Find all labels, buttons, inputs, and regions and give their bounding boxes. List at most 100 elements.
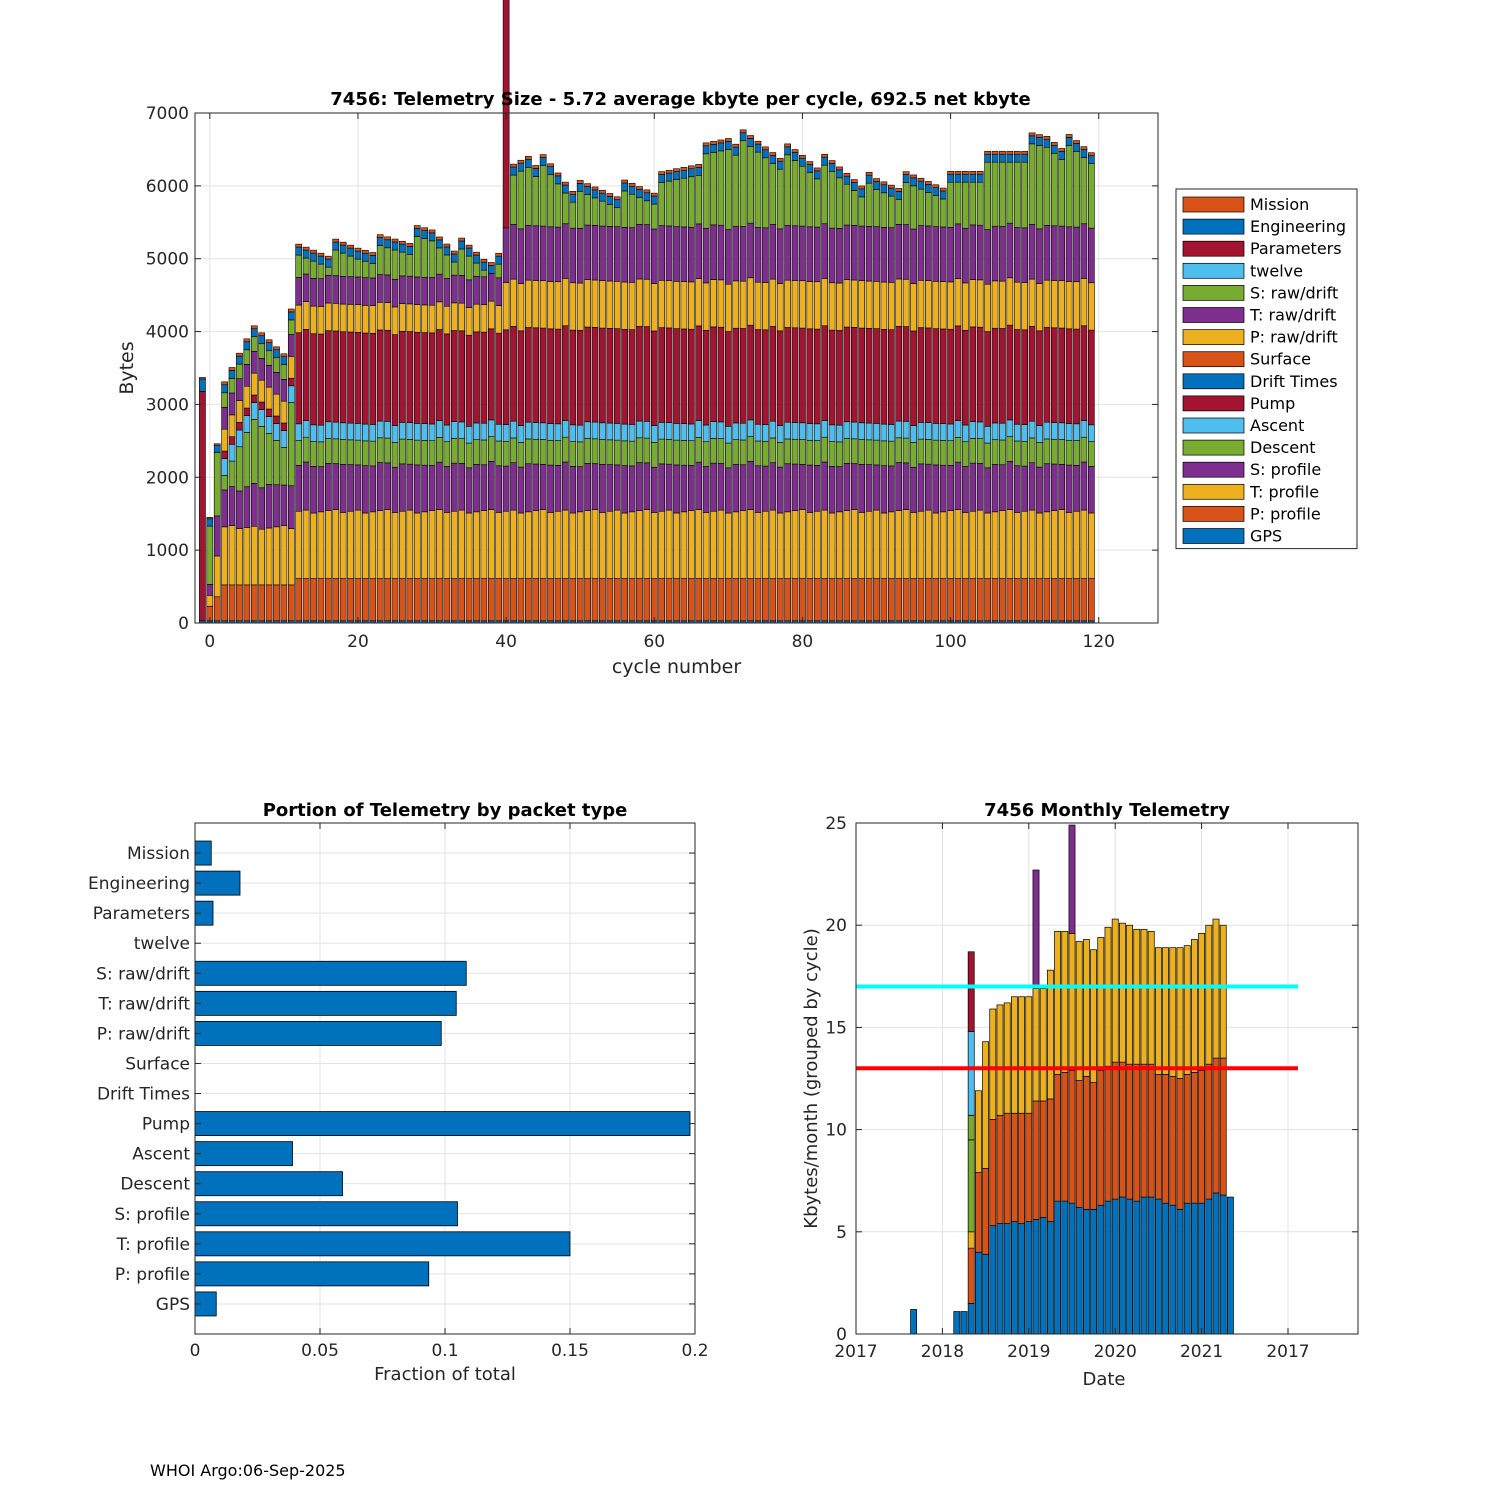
bar-segment [465,512,473,579]
bar-segment [650,228,658,284]
month-bar-14 [953,1311,961,1335]
bar-segment [458,330,466,423]
bar-segment [1080,223,1088,279]
bar-segment [650,195,658,205]
bar-segment [1050,438,1058,465]
bar-segment [725,149,732,230]
bar-segment [310,466,317,514]
bar-segment [984,153,991,163]
bar-segment [480,422,488,441]
bar-segment [954,278,962,327]
bar-segment [836,511,843,579]
bar-segment [480,464,488,511]
bar-segment [1176,1208,1184,1335]
bar-segment [673,423,680,441]
bar-segment [687,440,695,466]
bar-segment [747,436,754,462]
bar-segment [413,423,421,441]
bar-segment [332,275,340,304]
y-tick-label: GPS [156,1295,190,1315]
bar-segment [310,512,317,579]
bar-segment [821,278,828,327]
bar-segment [1021,161,1028,229]
bar-segment [1080,157,1088,225]
bar-segment [984,578,991,622]
bar-segment [1028,509,1036,579]
bar-segment [991,511,999,579]
bar-segment [969,170,977,175]
bar-segment [465,334,473,427]
bar-segment [236,355,243,365]
bar-segment [428,240,436,278]
bar-segment [969,510,977,579]
bar-segment [754,423,762,442]
bar-segment [621,440,628,466]
bar-segment [636,578,643,622]
bars [910,824,1234,1335]
bar-segment [399,330,406,423]
bar-segment [887,511,895,579]
bar-segment [969,421,977,439]
bar-segment [1058,327,1066,424]
x-axis-label: cycle number [612,656,741,678]
bar-segment [1046,969,1054,1100]
bar-segment [554,510,562,579]
bar-segment [1043,511,1051,579]
bar-segment [999,280,1006,329]
bar-segment [658,327,666,423]
bar-segment [221,458,228,476]
bar-segment [480,510,488,579]
bar-segment [458,248,466,276]
bar-segment [487,265,495,274]
cycle-bar-84 [828,160,836,624]
y-tick-label: twelve [134,934,190,954]
bar-segment [658,422,666,440]
bar-segment [954,173,962,183]
bar-segment [591,279,599,328]
bar-segment [665,169,673,174]
bar-segment [458,509,466,579]
bar-segment [517,425,525,443]
bar-segment [554,175,562,185]
cycle-bar-78 [784,143,791,624]
y-tick-label: P: profile [115,1265,190,1285]
bar-segment [969,462,977,512]
bar-segment [325,578,332,622]
bar-segment [228,460,236,487]
bar-segment [547,464,554,513]
bar-segment [391,466,399,513]
bar-segment [606,464,614,512]
bar-segment [784,578,791,622]
bar-segment [206,595,214,607]
bar-segment [339,303,347,333]
bar-segment [310,260,317,279]
bar-segment [895,224,903,280]
bar-segment [339,331,347,424]
bar-segment [932,280,940,329]
cycle-bar-35 [465,244,473,624]
bar-segment [828,424,836,442]
bar-segment [354,258,362,278]
bar-segment [917,177,925,182]
bar-segment [599,439,606,465]
bar-segment [947,578,954,622]
bar-segment [962,170,969,175]
bar-segment [406,243,414,247]
bar-segment [858,185,866,190]
cycle-bar-32 [443,243,451,624]
bar-segment [762,282,769,331]
bar-segment [325,258,332,268]
bar-segment [658,225,666,281]
bar-segment [236,490,243,529]
bar-segment [717,438,725,464]
cycle-bar-94 [902,171,910,624]
bar-segment [895,278,903,327]
cycle-bar-3 [228,367,236,624]
month-bar-42 [1154,947,1162,1335]
bar-segment [1058,280,1066,329]
bar-segment [769,578,777,622]
bar-segment [658,578,666,622]
bar-segment [1043,138,1051,148]
bar-segment [547,423,554,441]
bar-segment [310,305,317,335]
